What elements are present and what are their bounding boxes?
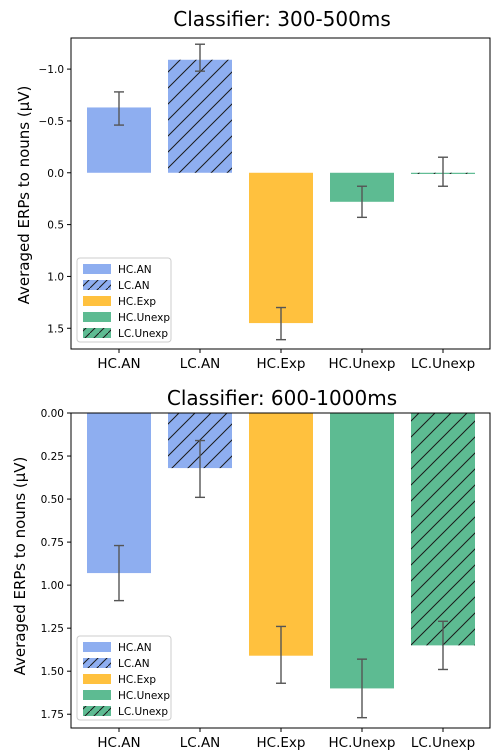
y-tick-label: 0.25 xyxy=(41,451,64,463)
legend-entry-lc-an: LC.AN xyxy=(83,658,150,670)
legend-label: HC.AN xyxy=(118,264,152,276)
x-tick-label: HC.Exp xyxy=(257,735,306,751)
legend-label: LC.AN xyxy=(118,658,150,670)
errorbar-hc-exp xyxy=(276,625,286,684)
legend-entry-hc-unexp: HC.Unexp xyxy=(83,690,170,702)
y-tick-label: 1.50 xyxy=(41,666,64,678)
x-tick-label: HC.Unexp xyxy=(329,735,396,751)
legend-label: HC.Exp xyxy=(118,296,156,308)
legend-label: HC.Unexp xyxy=(118,690,170,702)
x-tick-label: HC.AN xyxy=(97,356,140,372)
legend-1: HC.AN LC.AN HC.Exp HC.Unexp LC.Unexp xyxy=(76,257,172,343)
errorbar-lc-an xyxy=(195,43,205,72)
bar-hatch-lc-unexp xyxy=(411,413,475,646)
x-tick-label: HC.Exp xyxy=(257,356,306,372)
chart-panel-2: Classifier: 600-1000ms Averaged ERPs to … xyxy=(11,386,491,751)
bar-hatch-lc-an xyxy=(168,59,232,173)
x-tick-label: HC.Unexp xyxy=(329,356,396,372)
errorbar-hc-an xyxy=(114,91,124,126)
errorbar-hc-an xyxy=(114,544,124,602)
x-tick-label: LC.Unexp xyxy=(411,356,475,372)
legend-swatch xyxy=(83,296,111,306)
legend-swatch xyxy=(83,674,111,684)
y-tick-label: 1.5 xyxy=(47,323,64,335)
chart-panel-1: Classifier: 300-500ms Averaged ERPs to n… xyxy=(15,7,491,372)
errorbars-group-1 xyxy=(114,43,448,341)
bar-hc-exp xyxy=(249,413,313,656)
errorbar-hc-exp xyxy=(276,306,286,341)
errorbar-lc-an xyxy=(195,439,205,499)
x-ticks-1: HC.AN LC.AN HC.Exp HC.Unexp LC.Unexp xyxy=(97,349,475,372)
errorbar-hc-unexp xyxy=(357,658,367,719)
y-tick-label: 1.0 xyxy=(47,271,64,283)
legend-swatch xyxy=(83,264,111,274)
y-tick-label: −0.5 xyxy=(39,116,65,128)
y-tick-label: 0.0 xyxy=(47,168,64,180)
y-axis-label-2: Averaged ERPs to nouns (μV) xyxy=(11,457,29,676)
x-tick-label: LC.Unexp xyxy=(411,735,475,751)
y-ticks-1: −1.0 −0.5 0.0 0.5 1.0 1.5 xyxy=(39,64,71,335)
legend-entry-hc-an: HC.AN xyxy=(83,642,152,654)
y-tick-label: 0.50 xyxy=(41,494,64,506)
x-tick-label: LC.AN xyxy=(180,356,221,372)
y-tick-label: 1.00 xyxy=(41,580,64,592)
bar-hc-exp xyxy=(249,172,313,324)
legend-label: HC.Unexp xyxy=(118,312,170,324)
legend-2: HC.AN LC.AN HC.Exp HC.Unexp LC.Unexp xyxy=(76,635,172,721)
chart-title-1: Classifier: 300-500ms xyxy=(173,7,391,31)
legend-swatch xyxy=(83,690,111,700)
errorbars-group-2 xyxy=(114,439,448,719)
legend-entry-lc-unexp: LC.Unexp xyxy=(83,328,168,340)
legend-entry-hc-exp: HC.Exp xyxy=(83,296,156,308)
legend-swatch-hatch xyxy=(83,658,111,668)
legend-swatch-hatch xyxy=(83,280,111,290)
legend-entry-lc-unexp: LC.Unexp xyxy=(83,706,168,718)
legend-label: LC.AN xyxy=(118,280,150,292)
y-tick-label: 0.00 xyxy=(41,408,64,420)
x-tick-label: HC.AN xyxy=(97,735,140,751)
legend-entry-lc-an: LC.AN xyxy=(83,280,150,292)
y-tick-label: 0.75 xyxy=(41,537,64,549)
x-ticks-2: HC.AN LC.AN HC.Exp HC.Unexp LC.Unexp xyxy=(97,728,475,751)
y-tick-label: 1.75 xyxy=(41,709,64,721)
x-tick-label: LC.AN xyxy=(180,735,221,751)
legend-label: LC.Unexp xyxy=(118,706,168,718)
legend-label: HC.AN xyxy=(118,642,152,654)
y-axis-label-1: Averaged ERPs to nouns (μV) xyxy=(15,86,33,305)
legend-swatch-hatch xyxy=(83,328,111,338)
y-tick-label: 0.5 xyxy=(47,220,64,232)
bars-group-2 xyxy=(87,413,475,689)
legend-entry-hc-unexp: HC.Unexp xyxy=(83,312,170,324)
legend-swatch xyxy=(83,642,111,652)
legend-swatch xyxy=(83,312,111,322)
y-tick-label: 1.25 xyxy=(41,623,64,635)
legend-entry-hc-an: HC.AN xyxy=(83,264,152,276)
y-ticks-2: 0.00 0.25 0.50 0.75 1.00 1.25 1.50 1.75 xyxy=(41,408,71,721)
legend-label: HC.Exp xyxy=(118,674,156,686)
chart-title-2: Classifier: 600-1000ms xyxy=(167,386,397,410)
bar-hc-unexp xyxy=(330,413,394,689)
errorbar-hc-unexp xyxy=(357,185,367,219)
legend-swatch-hatch xyxy=(83,706,111,716)
y-tick-label: −1.0 xyxy=(39,64,65,76)
legend-label: LC.Unexp xyxy=(118,328,168,340)
errorbar-lc-unexp xyxy=(438,620,448,671)
errorbar-lc-unexp xyxy=(438,156,448,187)
legend-entry-hc-exp: HC.Exp xyxy=(83,674,156,686)
